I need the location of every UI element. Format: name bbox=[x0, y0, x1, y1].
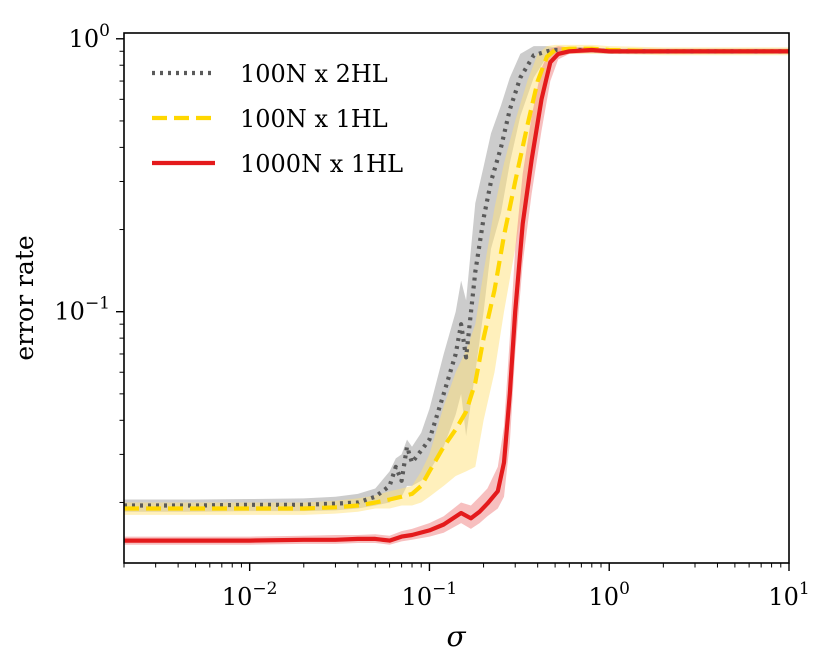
line-series-2 bbox=[124, 46, 789, 511]
x-tick-label: 10−2 bbox=[222, 579, 278, 611]
legend: 100N x 2HL 100N x 1HL 1000N x 1HL bbox=[152, 60, 403, 178]
plot-frame bbox=[123, 32, 790, 564]
confidence-bands bbox=[124, 44, 789, 545]
x-tick-label: 100 bbox=[589, 579, 630, 611]
y-axis-label: error rate bbox=[10, 235, 39, 360]
x-axis-ticks: 10−2 10−1 100 101 bbox=[123, 563, 810, 611]
x-tick-label: 101 bbox=[768, 579, 809, 611]
band-series-2 bbox=[124, 44, 789, 515]
series-lines bbox=[124, 46, 789, 543]
x-tick-label: 10−1 bbox=[402, 579, 458, 611]
line-series-3 bbox=[124, 47, 789, 543]
legend-label-2: 100N x 1HL bbox=[240, 105, 388, 133]
legend-label-3: 1000N x 1HL bbox=[240, 150, 403, 178]
x-axis-label: σ bbox=[446, 620, 466, 653]
y-tick-label: 100 bbox=[69, 21, 110, 53]
y-tick-label: 10−1 bbox=[54, 294, 110, 326]
y-axis-ticks: 10−1 100 bbox=[54, 21, 124, 503]
legend-label-1: 100N x 2HL bbox=[240, 60, 388, 88]
